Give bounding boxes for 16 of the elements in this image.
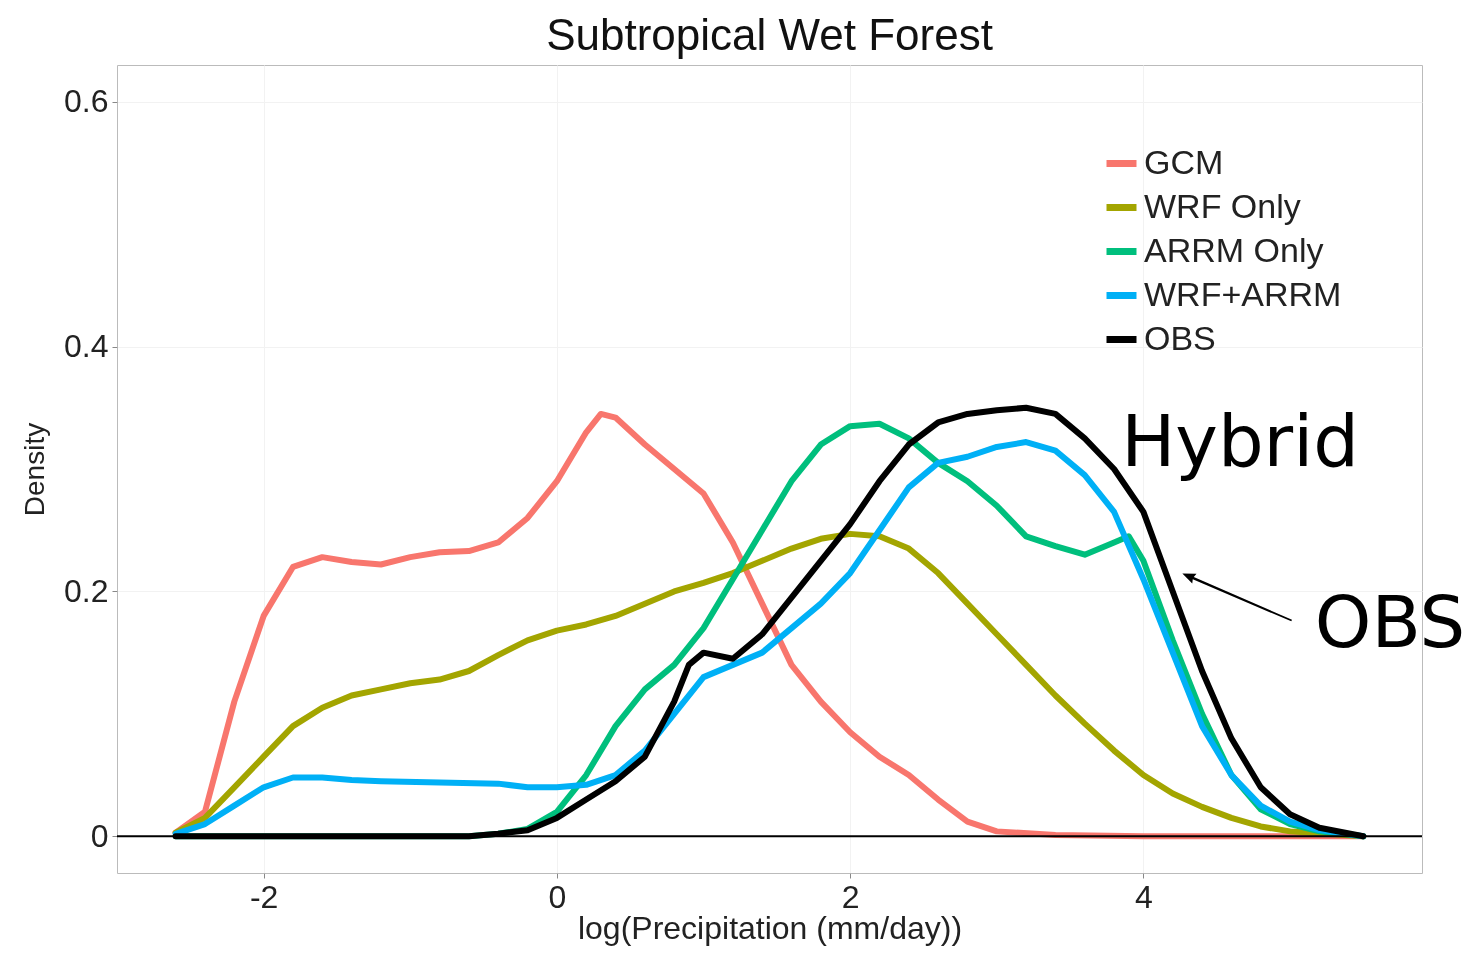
x-tick-label: 0 [548,878,567,915]
legend-label: OBS [1144,318,1216,357]
y-tick-label: 0 [90,817,109,854]
x-tick-label: -2 [249,878,279,915]
legend-label: WRF+ARRM [1144,274,1342,313]
y-tick-label: 0.2 [64,572,109,609]
chart-title: Subtropical Wet Forest [546,10,993,59]
y-tick-label: 0.4 [64,328,109,365]
y-axis-title: Density [19,422,51,517]
x-tick-label: 4 [1135,878,1153,915]
y-tick-label: 0.6 [64,83,109,120]
legend-label: WRF Only [1144,186,1301,225]
annotation: OBS [1314,580,1466,664]
legend-label: GCM [1144,142,1224,181]
legend-label: ARRM Only [1144,230,1324,269]
annotation: Hybrid [1121,399,1359,483]
